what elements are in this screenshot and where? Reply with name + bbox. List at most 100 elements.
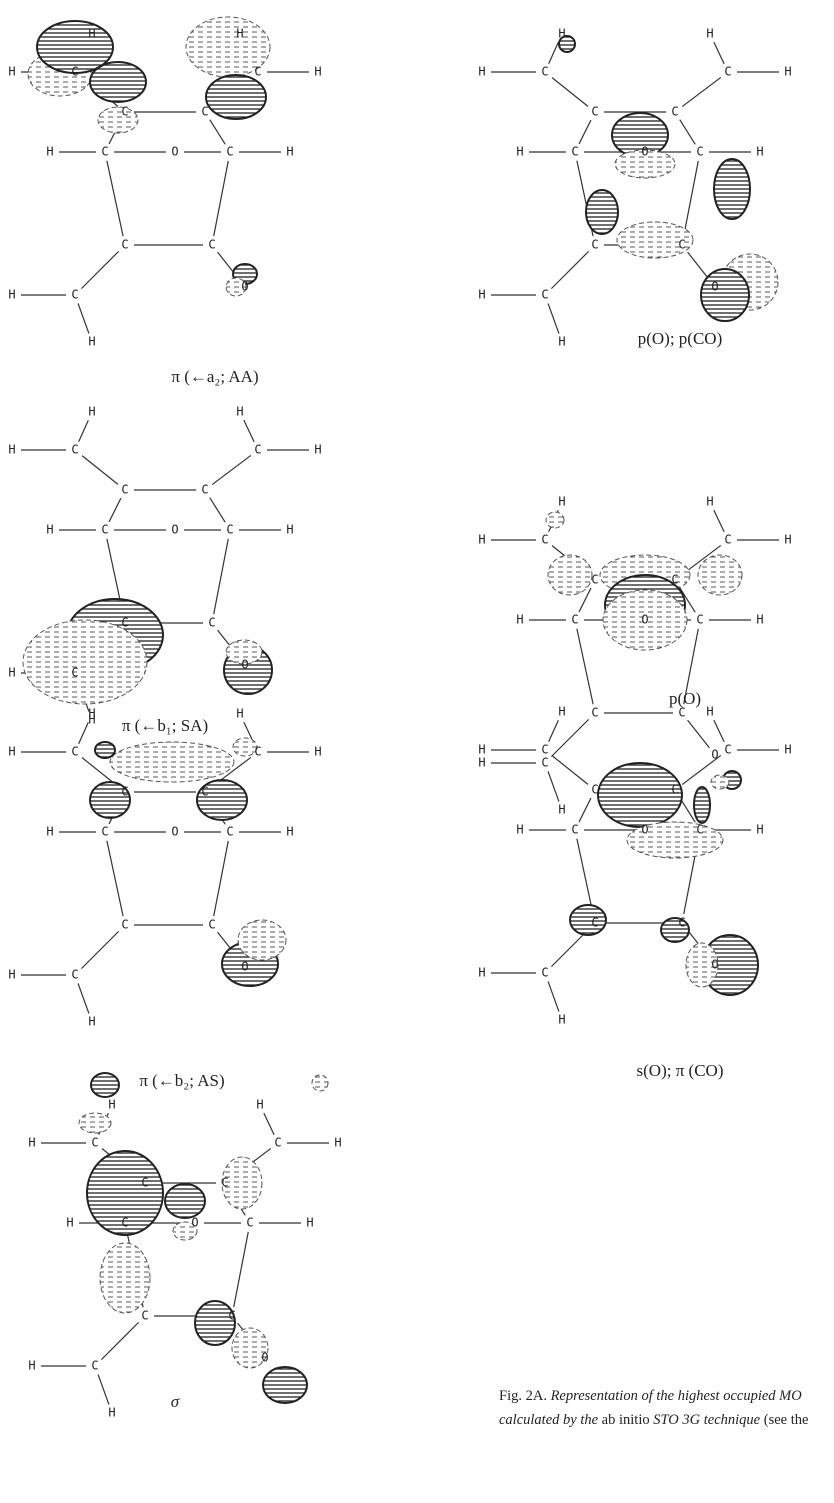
atom-label: C (71, 65, 78, 79)
atom-label: H (306, 1216, 313, 1230)
orbital-lobe-negative (98, 107, 138, 133)
atom-label: H (256, 1098, 263, 1112)
bond (714, 720, 724, 742)
bond (548, 981, 559, 1011)
orbital-lobe-positive (91, 1073, 119, 1097)
atom-label: H (756, 613, 763, 627)
orbital-lobe-negative (238, 920, 286, 960)
atom-label: H (286, 523, 293, 537)
atom-label: H (66, 1216, 73, 1230)
atom-label: H (8, 443, 15, 457)
atom-label: C (208, 238, 215, 252)
atom-label: C (121, 483, 128, 497)
atom-label: C (201, 785, 208, 799)
atom-label: C (121, 105, 128, 119)
bond (579, 798, 591, 822)
bond (579, 120, 591, 144)
orbital-lobe-negative (100, 1243, 150, 1313)
caption-part: STO 3G technique (653, 1412, 760, 1428)
orbital-lobe-negative (698, 555, 742, 595)
atom-label: H (706, 705, 713, 719)
atom-label: H (478, 65, 485, 79)
bond (212, 455, 251, 484)
orbital-lobe-positive (206, 75, 266, 119)
atom-label: C (671, 573, 678, 587)
panel-caption: π (←b₁; SA) (122, 716, 208, 735)
atom-label: C (591, 238, 598, 252)
atom-label: H (286, 145, 293, 159)
atom-label: H (88, 1015, 95, 1029)
atom-label: H (28, 1136, 35, 1150)
atom-label: H (756, 823, 763, 837)
orbital-panel: HHHCCHCCHCOCHCCOHCHπ (←b₁; SA) (8, 405, 321, 735)
atom-label: H (8, 288, 15, 302)
orbital-lobe-positive (714, 159, 750, 219)
atom-label: H (314, 745, 321, 759)
atom-label: H (478, 966, 485, 980)
atom-label: H (558, 803, 565, 817)
atom-label: C (226, 145, 233, 159)
bond (244, 420, 254, 442)
atom-label: C (724, 65, 731, 79)
atom-label: H (46, 145, 53, 159)
atom-label: C (571, 613, 578, 627)
atom-label: H (558, 27, 565, 41)
atom-label: H (46, 523, 53, 537)
atom-label: O (261, 1351, 268, 1365)
atom-label: O (641, 613, 648, 627)
figure: HHHCCHCCHCOCHCCOHCHπ (←a₂; AA)HHHCCHCCHC… (0, 0, 834, 1503)
atom-label: C (696, 613, 703, 627)
orbital-lobe-positive (165, 1184, 205, 1218)
caption-part: (see the (764, 1412, 809, 1428)
figure-caption-line: Fig. 2A. Representation of the highest o… (499, 1388, 802, 1404)
atom-label: C (541, 756, 548, 770)
bond (79, 420, 89, 442)
atom-label: H (8, 65, 15, 79)
atom-label: O (711, 280, 718, 294)
bond (214, 841, 229, 916)
atom-label: C (201, 483, 208, 497)
atom-label: C (571, 145, 578, 159)
orbital-lobe-positive (263, 1367, 307, 1403)
orbital-lobe-positive (598, 763, 682, 827)
bond (714, 510, 724, 532)
atom-label: H (516, 823, 523, 837)
atom-label: C (591, 706, 598, 720)
bond (109, 498, 121, 522)
bond (81, 251, 118, 288)
figure-caption-line: calculated by the ab initio STO 3G techn… (499, 1412, 808, 1428)
atom-label: H (8, 745, 15, 759)
atom-label: H (286, 825, 293, 839)
atom-label: C (71, 443, 78, 457)
orbital-lobe-negative (312, 1075, 328, 1091)
atom-label: H (236, 405, 243, 419)
atom-label: O (171, 523, 178, 537)
atom-label: H (478, 743, 485, 757)
atom-label: C (541, 288, 548, 302)
bond (549, 720, 559, 742)
atom-label: C (226, 825, 233, 839)
atom-label: H (706, 495, 713, 509)
atom-label: H (108, 1406, 115, 1420)
atom-label: H (28, 1359, 35, 1373)
atom-label: C (671, 783, 678, 797)
atom-label: C (696, 145, 703, 159)
caption-part: Representation of the highest occupied M… (550, 1388, 803, 1404)
bond (577, 839, 593, 914)
orbital-lobe-positive (586, 190, 618, 234)
atom-label: C (274, 1136, 281, 1150)
atom-label: C (101, 523, 108, 537)
atom-label: C (696, 823, 703, 837)
bond (210, 498, 225, 523)
atom-label: C (254, 443, 261, 457)
atom-label: C (246, 1216, 253, 1230)
bond (234, 1232, 249, 1307)
atom-label: C (121, 1216, 128, 1230)
atom-label: H (88, 335, 95, 349)
panel-caption: s(O); π (CO) (637, 1061, 724, 1080)
atom-label: C (71, 745, 78, 759)
bond (264, 1113, 274, 1135)
bond (682, 77, 721, 106)
atom-label: O (171, 145, 178, 159)
